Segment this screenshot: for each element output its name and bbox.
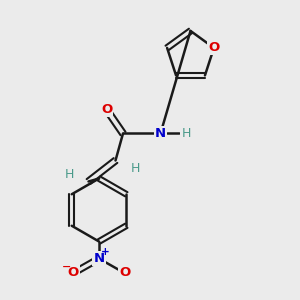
Text: O: O: [101, 103, 112, 116]
Text: H: H: [181, 127, 191, 140]
Text: N: N: [93, 252, 105, 265]
Text: H: H: [130, 161, 140, 175]
Text: O: O: [208, 41, 220, 54]
Text: H: H: [64, 167, 74, 181]
Text: O: O: [119, 266, 130, 280]
Text: +: +: [101, 247, 110, 257]
Text: O: O: [68, 266, 79, 280]
Text: N: N: [155, 127, 166, 140]
Text: −: −: [62, 262, 72, 272]
